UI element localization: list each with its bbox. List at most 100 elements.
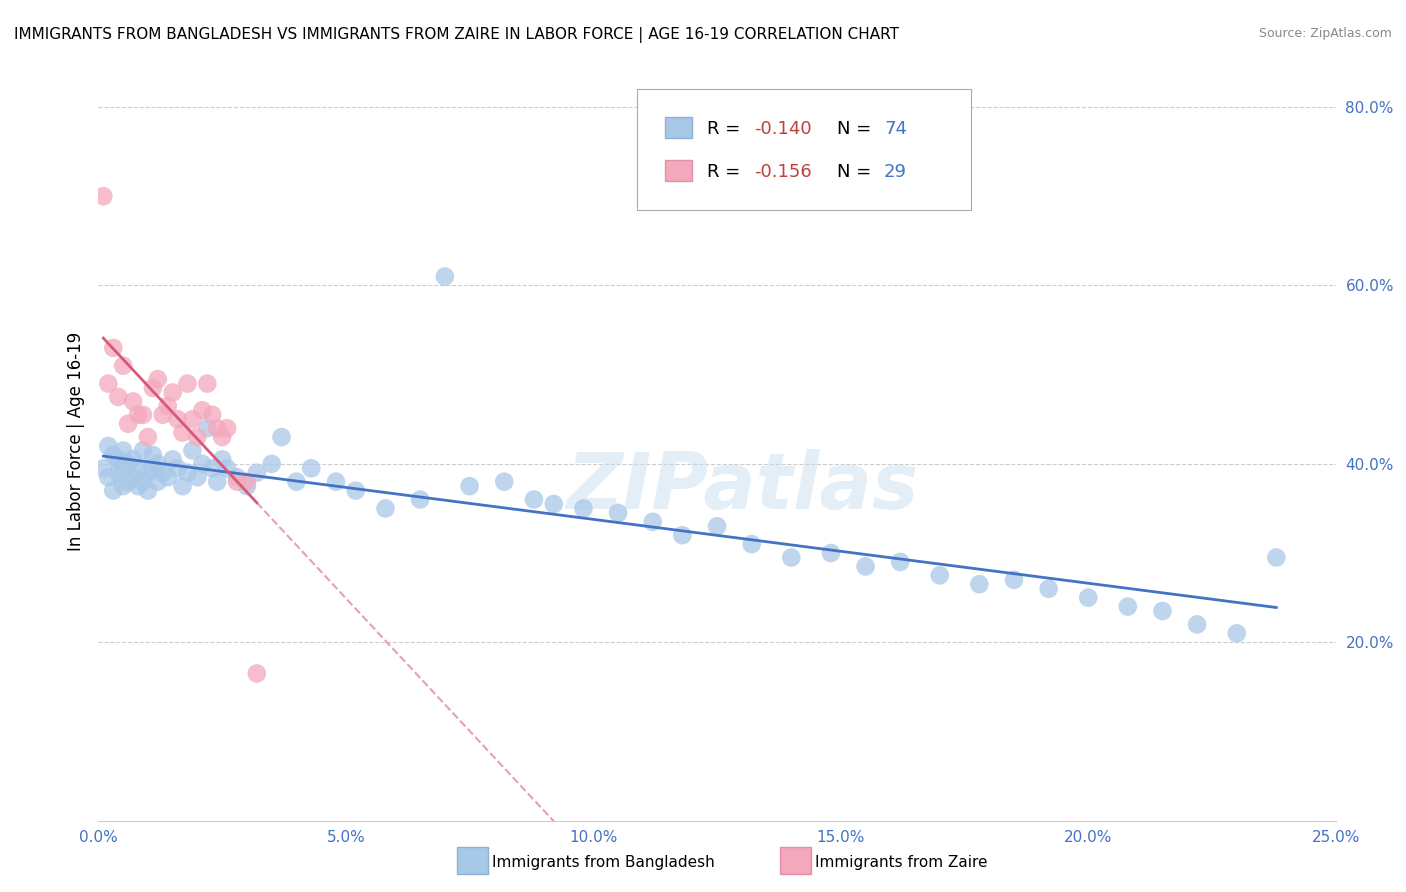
Point: [186, 430, 208, 444]
Point: [1116, 599, 1139, 614]
Text: R =: R =: [707, 120, 747, 138]
Text: 74: 74: [884, 120, 907, 138]
Point: [142, 381, 165, 395]
Point: [928, 568, 950, 582]
Point: [132, 408, 155, 422]
Text: Source: ZipAtlas.com: Source: ZipAtlas.com: [1258, 27, 1392, 40]
Point: [201, 408, 224, 422]
Point: [122, 394, 145, 409]
Point: [374, 501, 396, 516]
FancyBboxPatch shape: [665, 117, 692, 138]
Point: [103, 448, 125, 462]
Point: [226, 470, 249, 484]
Point: [172, 425, 194, 440]
Point: [889, 555, 911, 569]
Point: [97, 376, 120, 391]
Point: [1077, 591, 1099, 605]
Point: [132, 443, 155, 458]
Point: [136, 466, 159, 480]
Point: [671, 528, 693, 542]
Point: [191, 403, 214, 417]
Point: [127, 479, 149, 493]
Point: [112, 359, 135, 373]
Point: [127, 461, 149, 475]
Point: [236, 479, 259, 493]
Point: [176, 376, 198, 391]
Point: [112, 461, 135, 475]
Point: [458, 479, 481, 493]
Point: [409, 492, 432, 507]
Point: [195, 376, 218, 391]
Point: [1185, 617, 1208, 632]
Point: [543, 497, 565, 511]
Point: [146, 475, 169, 489]
Point: [152, 466, 174, 480]
FancyBboxPatch shape: [665, 160, 692, 181]
Point: [146, 457, 169, 471]
Point: [205, 475, 228, 489]
Point: [820, 546, 842, 560]
Point: [433, 269, 456, 284]
Point: [1265, 550, 1288, 565]
Point: [156, 399, 179, 413]
Point: [270, 430, 292, 444]
Point: [122, 452, 145, 467]
Point: [205, 421, 228, 435]
Text: N =: N =: [837, 163, 877, 181]
Point: [136, 483, 159, 498]
Text: ZIPatlas: ZIPatlas: [565, 449, 918, 525]
Point: [107, 452, 129, 467]
Point: [97, 439, 120, 453]
Point: [285, 475, 308, 489]
Point: [97, 470, 120, 484]
Point: [344, 483, 367, 498]
Text: -0.140: -0.140: [754, 120, 811, 138]
Point: [217, 461, 239, 475]
Text: N =: N =: [837, 120, 877, 138]
Point: [572, 501, 595, 516]
Point: [103, 483, 125, 498]
Point: [142, 461, 165, 475]
Point: [741, 537, 763, 551]
Point: [236, 475, 259, 489]
Point: [299, 461, 322, 475]
Point: [112, 479, 135, 493]
Point: [855, 559, 877, 574]
Point: [117, 457, 139, 471]
Point: [186, 470, 208, 484]
Point: [93, 461, 115, 475]
FancyBboxPatch shape: [637, 89, 970, 211]
Point: [112, 443, 135, 458]
Point: [607, 506, 630, 520]
Point: [1038, 582, 1060, 596]
Text: -0.156: -0.156: [754, 163, 811, 181]
Point: [176, 466, 198, 480]
Point: [706, 519, 728, 533]
Point: [162, 452, 184, 467]
Point: [117, 417, 139, 431]
Point: [969, 577, 991, 591]
Point: [1226, 626, 1249, 640]
Point: [1002, 573, 1025, 587]
Point: [181, 443, 204, 458]
Point: [156, 470, 179, 484]
Point: [246, 466, 269, 480]
Point: [166, 461, 188, 475]
Point: [260, 457, 283, 471]
Text: R =: R =: [707, 163, 747, 181]
Point: [211, 430, 233, 444]
Point: [162, 385, 184, 400]
Point: [780, 550, 803, 565]
Text: Immigrants from Zaire: Immigrants from Zaire: [815, 855, 988, 870]
Point: [142, 448, 165, 462]
Point: [122, 470, 145, 484]
Point: [325, 475, 347, 489]
Point: [172, 479, 194, 493]
Point: [195, 421, 218, 435]
Point: [132, 475, 155, 489]
Point: [107, 390, 129, 404]
Point: [166, 412, 188, 426]
Point: [1152, 604, 1174, 618]
Point: [211, 452, 233, 467]
Point: [641, 515, 664, 529]
